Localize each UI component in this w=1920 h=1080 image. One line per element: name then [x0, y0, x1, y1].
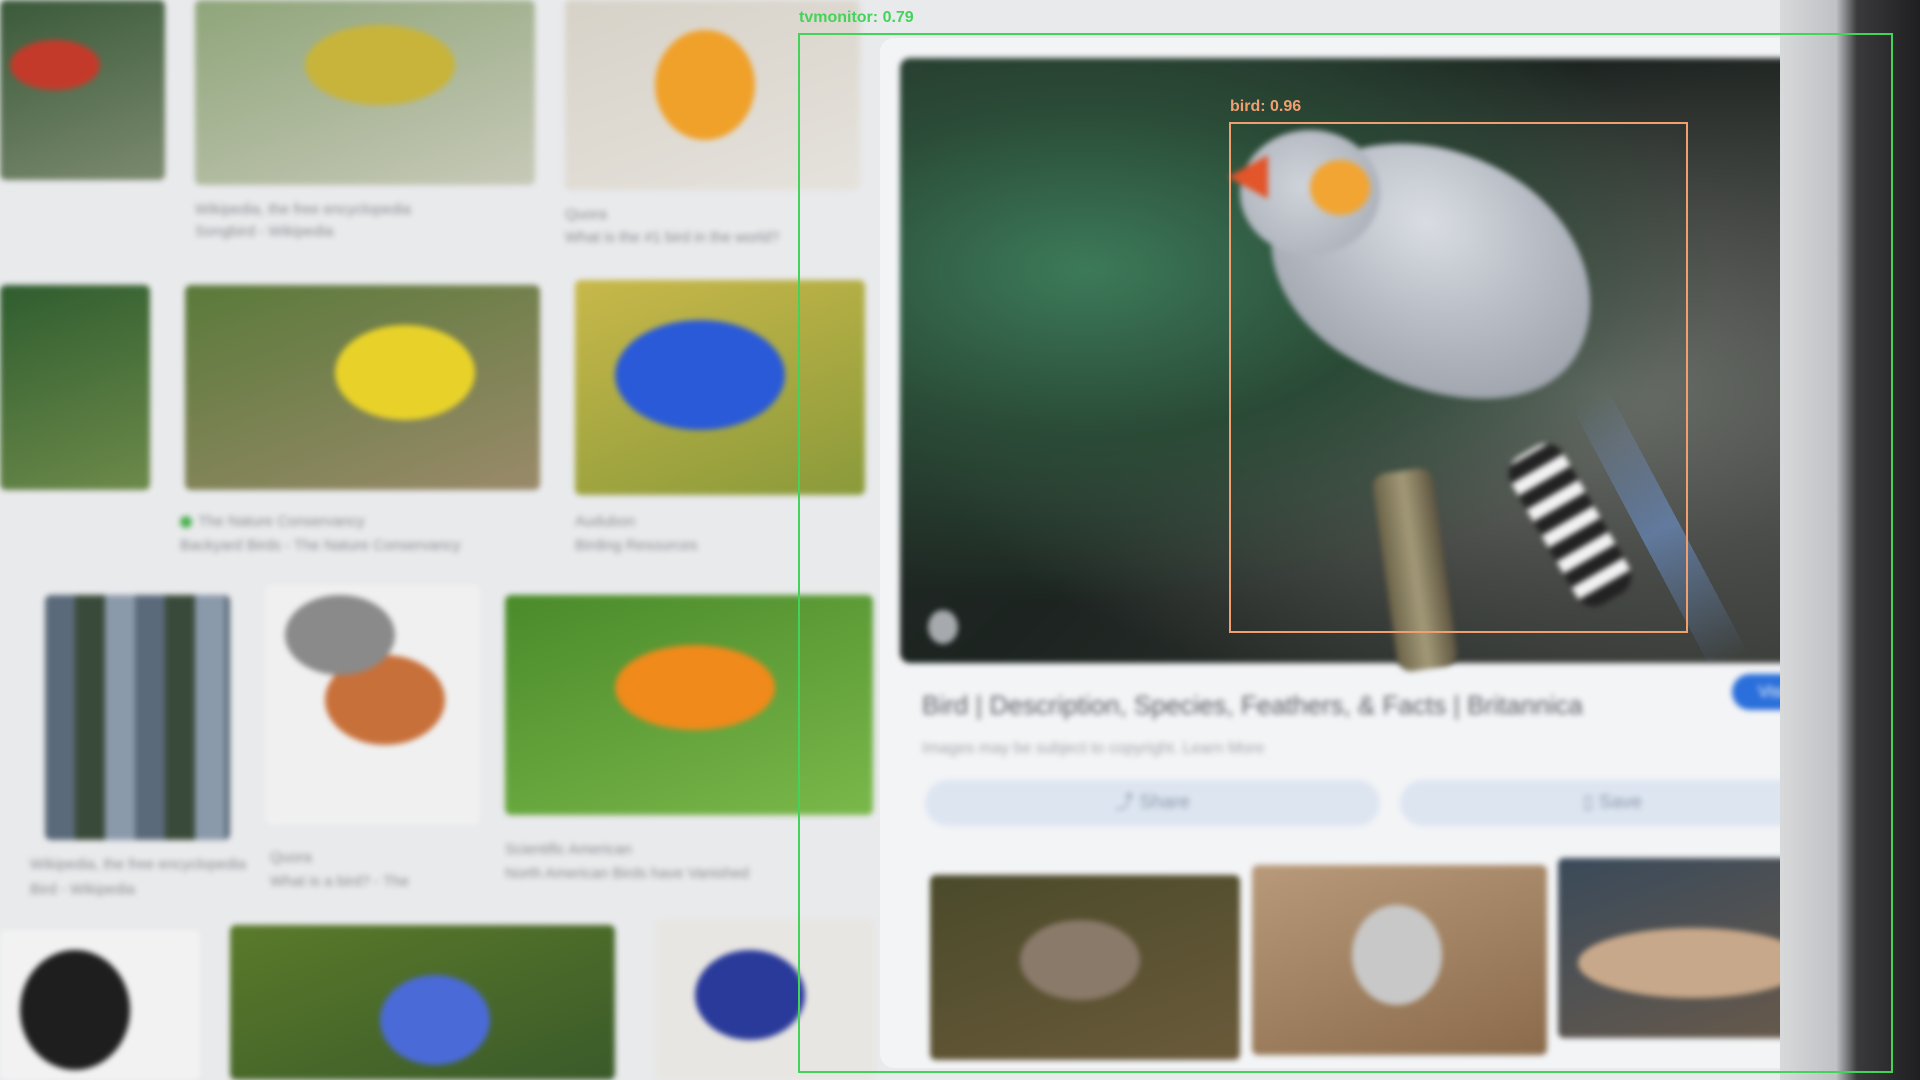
share-button[interactable]: ⤴ Share	[925, 780, 1380, 826]
result-thumb[interactable]	[185, 285, 540, 490]
caption-source-text: The Nature Conservancy	[198, 513, 365, 530]
result-thumb[interactable]	[265, 585, 480, 825]
result-thumb[interactable]	[195, 0, 535, 185]
caption-title[interactable]: What is a bird? - The	[270, 873, 409, 890]
detection-confidence: 0.79	[882, 9, 914, 26]
source-favicon-icon	[928, 610, 958, 644]
save-button[interactable]: ▯ Save	[1400, 780, 1825, 826]
result-thumb[interactable]	[565, 0, 860, 190]
finch-cheek	[1310, 160, 1370, 215]
share-label: Share	[1139, 792, 1190, 813]
result-thumb[interactable]	[505, 595, 873, 815]
share-icon: ⤴	[1115, 792, 1140, 813]
related-thumb[interactable]	[1252, 865, 1547, 1055]
caption-source: Quora	[270, 849, 312, 866]
related-thumb[interactable]	[930, 875, 1240, 1060]
finch-beak	[1228, 155, 1268, 199]
caption-title[interactable]: North American Birds have Vanished	[505, 865, 750, 882]
caption-title[interactable]: Backyard Birds - The Nature Conservancy	[180, 537, 461, 554]
detection-class: bird	[1230, 98, 1261, 115]
caption-source: Wikipedia, the free encyclopedia	[195, 201, 411, 218]
bird-bounding-box	[1229, 122, 1688, 633]
bookmark-icon: ▯	[1582, 792, 1599, 813]
caption-title[interactable]: Bird - Wikipedia	[30, 881, 136, 898]
caption-source: Quora	[565, 206, 607, 223]
caption-source: The Nature Conservancy	[180, 512, 365, 532]
caption-title[interactable]: What is the #1 bird in the world?	[565, 229, 780, 246]
result-thumb[interactable]	[230, 925, 615, 1080]
result-thumb[interactable]	[575, 280, 865, 495]
copyright-notice: Images may be subject to copyright. Lear…	[922, 740, 1265, 757]
caption-source: Audubon	[575, 513, 636, 530]
detection-confidence: 0.96	[1270, 98, 1302, 115]
result-thumb[interactable]	[0, 285, 150, 490]
caption-source: Wikipedia, the free encyclopedia	[30, 856, 246, 873]
detection-class: tvmonitor	[799, 9, 873, 26]
result-thumb[interactable]	[0, 0, 165, 180]
tvmonitor-bounding-box	[798, 33, 1893, 1073]
result-title[interactable]: Bird | Description, Species, Feathers, &…	[922, 690, 1583, 720]
caption-source: Scientific American	[505, 841, 632, 858]
save-label: Save	[1598, 792, 1643, 813]
bird-detection-label: bird: 0.96	[1230, 98, 1302, 115]
result-thumb[interactable]	[655, 920, 875, 1080]
result-thumb[interactable]	[0, 930, 200, 1080]
monitor-screen: Wikipedia, the free encyclopedia Songbir…	[0, 0, 1860, 1080]
result-thumb[interactable]	[45, 595, 230, 840]
caption-title[interactable]: Songbird - Wikipedia	[195, 223, 334, 240]
monitor-bezel	[1780, 0, 1920, 1080]
caption-title[interactable]: Birding Resources	[575, 537, 698, 554]
tvmonitor-detection-label: tvmonitor: 0.79	[799, 9, 914, 26]
